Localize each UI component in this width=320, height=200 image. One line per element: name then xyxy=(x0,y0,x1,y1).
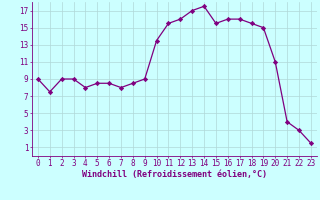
X-axis label: Windchill (Refroidissement éolien,°C): Windchill (Refroidissement éolien,°C) xyxy=(82,170,267,179)
